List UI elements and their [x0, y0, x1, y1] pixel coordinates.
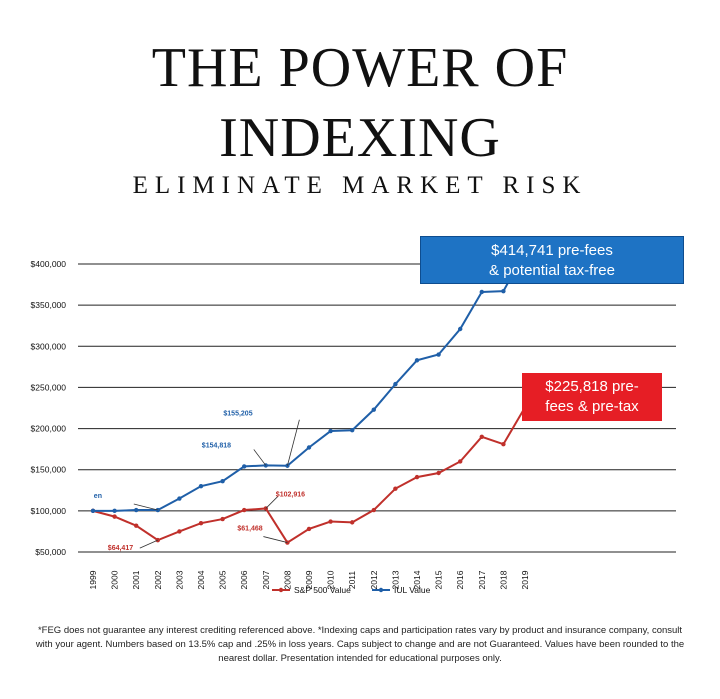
annotation-leader [287, 419, 300, 466]
sp-callout-line-2: fees & pre-tax [545, 398, 639, 415]
x-tick-label: 2010 [326, 570, 336, 589]
data-point [414, 358, 420, 363]
annotation-label: $154,818 [202, 442, 231, 449]
annotation-leader [139, 539, 158, 549]
annotation-label: $102,916 [276, 491, 305, 498]
series-line [92, 406, 526, 544]
x-tick-label: 2011 [347, 571, 357, 590]
x-tick-label: 2013 [390, 570, 400, 589]
data-point [198, 483, 204, 489]
x-tick-label: 2019 [520, 570, 530, 589]
x-tick-label: 2002 [153, 570, 163, 589]
data-point [393, 486, 398, 491]
x-tick-label: 2018 [498, 570, 508, 589]
data-point [198, 521, 204, 526]
y-tick-label: $100,000 [31, 506, 67, 516]
legend-label: IUL Value [394, 585, 431, 595]
y-tick-label: $250,000 [31, 382, 67, 392]
x-tick-label: 2017 [477, 570, 487, 589]
data-point [112, 508, 117, 514]
sp-callout-box: $225,818 pre- fees & pre-tax [522, 373, 662, 421]
x-tick-label: 1999 [88, 570, 98, 589]
sp-callout-line-1: $225,818 pre- [545, 378, 639, 395]
y-tick-label: $200,000 [31, 424, 67, 434]
x-tick-label: 2007 [261, 570, 271, 589]
data-point [436, 470, 441, 476]
annotation-leader [263, 536, 288, 543]
x-tick-label: 2008 [282, 570, 292, 589]
y-tick-label: $400,000 [31, 259, 67, 269]
data-point [177, 496, 182, 501]
annotation-label: $155,205 [223, 411, 252, 418]
legend-marker [278, 587, 284, 593]
x-tick-label: 2014 [412, 570, 422, 589]
iul-callout-line-1: $414,741 pre-fees [491, 242, 613, 259]
y-tick-label: $50,000 [35, 547, 66, 557]
series-line [93, 251, 526, 512]
data-point [177, 529, 182, 534]
x-tick-label: 2000 [110, 570, 120, 589]
annotation-leader [133, 503, 158, 511]
y-tick-label: $150,000 [31, 465, 67, 475]
data-point [350, 428, 355, 433]
title-line-1: THE POWER OF [151, 37, 569, 99]
data-point [90, 508, 96, 514]
y-tick-label: $300,000 [31, 341, 67, 351]
data-point [436, 352, 441, 357]
data-point [242, 507, 247, 513]
data-point [501, 442, 506, 447]
data-point [350, 520, 355, 525]
data-point [414, 474, 420, 480]
data-point [479, 289, 484, 295]
y-tick-label: $350,000 [31, 300, 67, 310]
data-point [306, 445, 312, 450]
x-tick-label: 2003 [174, 570, 184, 589]
legend-label: S&P 500 Value [294, 585, 351, 595]
x-tick-label: 2006 [239, 570, 249, 589]
x-tick-label: 2005 [218, 570, 228, 589]
data-point [371, 507, 376, 513]
data-point [328, 519, 333, 524]
data-point [328, 428, 333, 434]
x-tick-label: 2015 [434, 570, 444, 589]
annotation-leader [253, 449, 267, 466]
data-point [371, 407, 376, 412]
data-point [220, 516, 225, 522]
data-point [393, 381, 398, 387]
data-point [112, 514, 117, 519]
data-point [306, 526, 312, 532]
data-point [134, 507, 139, 513]
data-point [479, 434, 484, 439]
data-point [242, 464, 247, 469]
data-point [501, 288, 506, 294]
annotation-label: $64,417 [108, 545, 133, 552]
data-point [458, 459, 463, 464]
title-line-2: INDEXING [219, 107, 501, 169]
annotation-label: $61,468 [237, 526, 262, 533]
iul-callout-line-2: & potential tax-free [489, 262, 615, 279]
x-tick-label: 2004 [196, 570, 206, 589]
data-point [220, 479, 225, 484]
iul-callout-box: $414,741 pre-fees & potential tax-free [420, 236, 684, 284]
x-tick-label: 2009 [304, 570, 314, 589]
line-chart: $50,000 $100,000 $150,000 $200,000 $250,000 $… [31, 249, 676, 595]
data-point [134, 523, 139, 528]
data-point [285, 463, 290, 468]
annotation-label: en [94, 493, 102, 500]
x-tick-label: 2016 [455, 570, 465, 589]
subtitle: ELIMINATE MARKET RISK [132, 172, 588, 199]
legend-marker [378, 587, 384, 593]
x-tick-label: 2001 [131, 570, 141, 589]
disclaimer-footnote: *FEG does not guarantee any interest cre… [35, 625, 685, 664]
x-tick-label: 2012 [369, 570, 379, 589]
data-point [458, 326, 463, 332]
annotation-leader [265, 496, 279, 509]
